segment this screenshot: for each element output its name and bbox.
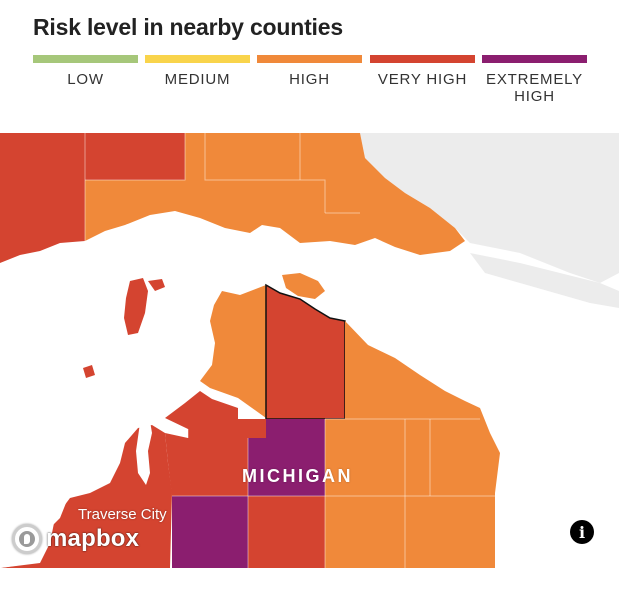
- legend-item-high: HIGH: [257, 55, 362, 88]
- risk-map[interactable]: MICHIGAN Traverse City mapbox i: [0, 133, 619, 568]
- island-small-2: [83, 365, 95, 378]
- legend-swatch-extremely-high: [482, 55, 587, 63]
- chart-title: Risk level in nearby counties: [33, 14, 343, 40]
- island-small-1: [148, 279, 165, 291]
- lake-michigan-inlet: [0, 388, 82, 568]
- county-lp-northwest: [200, 285, 266, 418]
- state-label-michigan: MICHIGAN: [242, 466, 353, 486]
- mapbox-wordmark: mapbox: [46, 525, 140, 552]
- legend-label-low: LOW: [67, 71, 104, 88]
- mapbox-mark-icon: [12, 524, 42, 554]
- legend-item-medium: MEDIUM: [145, 55, 250, 88]
- grand-traverse-bay: [136, 421, 152, 485]
- legend-swatch-high: [257, 55, 362, 63]
- canada-island: [470, 253, 619, 308]
- risk-legend: LOW MEDIUM HIGH VERY HIGH EXTREMELY HIGH: [33, 55, 588, 115]
- legend-label-medium: MEDIUM: [164, 71, 231, 88]
- county-up-east: [85, 133, 465, 255]
- legend-swatch-very-high: [370, 55, 475, 63]
- county-up-west-1: [0, 133, 85, 263]
- island-very-high: [124, 278, 148, 335]
- info-icon[interactable]: i: [570, 520, 594, 544]
- legend-item-low: LOW: [33, 55, 138, 88]
- legend-item-extremely-high: EXTREMELY HIGH: [482, 55, 587, 105]
- legend-label-high: HIGH: [289, 71, 330, 88]
- map-canvas[interactable]: [0, 133, 619, 568]
- county-west-shore-2: [0, 425, 172, 568]
- mapbox-logo[interactable]: mapbox: [12, 523, 139, 555]
- island-high: [282, 273, 325, 299]
- county-extremely-high-1: [248, 419, 325, 496]
- legend-label-extremely-high: EXTREMELY HIGH: [486, 71, 583, 105]
- county-west-center: [165, 433, 248, 496]
- county-lp-east: [325, 321, 500, 568]
- legend-swatch-low: [33, 55, 138, 63]
- county-west-shore-1: [165, 391, 266, 438]
- county-boundaries: [84, 133, 495, 568]
- city-label-traverse-city: Traverse City: [78, 506, 167, 523]
- legend-label-very-high: VERY HIGH: [377, 71, 468, 88]
- selected-county[interactable]: [265, 283, 346, 420]
- county-extremely-high-2: [172, 496, 248, 568]
- county-south-very-high: [248, 496, 325, 568]
- county-up-west-2: [85, 133, 185, 180]
- legend-item-very-high: VERY HIGH: [370, 55, 475, 88]
- canada-land: [360, 133, 619, 283]
- legend-swatch-medium: [145, 55, 250, 63]
